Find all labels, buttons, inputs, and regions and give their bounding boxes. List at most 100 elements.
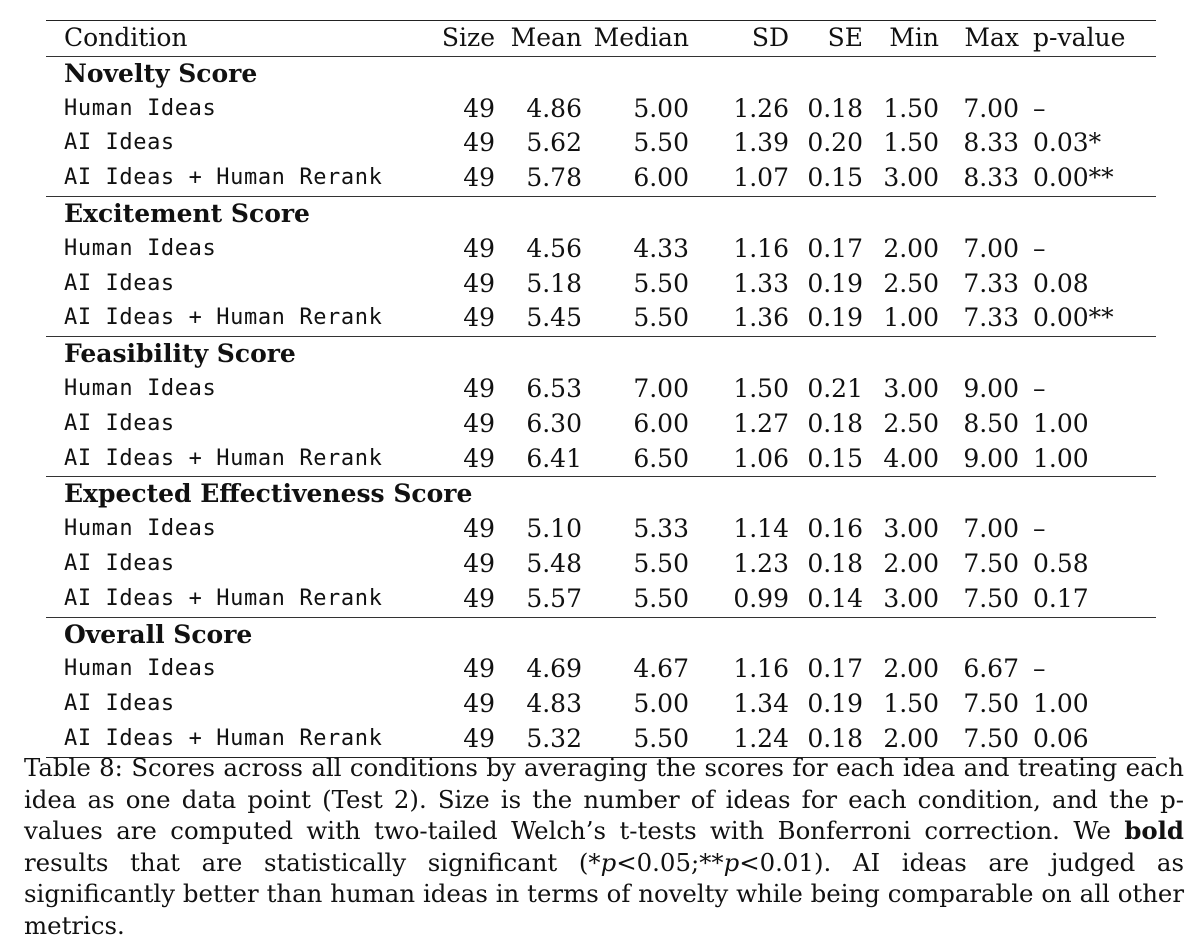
cell-se: 0.16 [807, 514, 863, 544]
section-title-row: Novelty Score [46, 56, 1156, 91]
table-row: Human Ideas 49 4.56 4.33 1.16 0.17 2.00 7.00– [46, 232, 1156, 267]
section-title-row: Feasibility Score [46, 336, 1156, 372]
cell-mean: 4.83 [526, 689, 582, 719]
cell-p-value: – [1033, 373, 1046, 403]
cell-max: 7.50 [963, 583, 1019, 613]
cell-condition: Human Ideas [64, 656, 217, 682]
cell-p-value: – [1033, 93, 1046, 123]
cell-min: 2.00 [883, 548, 939, 578]
cell-mean: 6.53 [526, 373, 582, 403]
caption-label: Table 8: [24, 753, 123, 782]
cell-max: 7.33 [963, 268, 1019, 298]
cell-min: 3.00 [883, 583, 939, 613]
cell-se: 0.17 [807, 233, 863, 263]
cell-p-value: – [1033, 514, 1046, 544]
cell-se: 0.19 [807, 689, 863, 719]
caption-sig1-var: p [600, 847, 617, 877]
cell-median: 6.00 [633, 163, 689, 193]
header-size: Size [441, 23, 495, 52]
cell-min: 1.50 [883, 128, 939, 158]
cell-mean: 5.18 [526, 268, 582, 298]
cell-sd: 1.16 [733, 654, 789, 684]
cell-se: 0.15 [807, 163, 863, 193]
cell-p-value: 0.06 [1033, 723, 1089, 753]
section-title: Excitement Score [64, 198, 310, 228]
table-row: Human Ideas 49 6.53 7.00 1.50 0.21 3.00 9.00– [46, 372, 1156, 407]
table-row: AI Ideas 49 4.83 5.00 1.34 0.19 1.50 7.50 1.00 [46, 687, 1156, 722]
cell-size: 49 [463, 408, 495, 438]
cell-median: 5.50 [633, 303, 689, 333]
table-row: AI Ideas 49 6.30 6.00 1.27 0.18 2.50 8.50 1.00 [46, 407, 1156, 442]
table-row: AI Ideas + Human Rerank 49 5.57 5.50 0.99 0.1… [46, 582, 1156, 617]
cell-sd: 1.14 [733, 514, 789, 544]
header-max: Max [964, 23, 1019, 52]
cell-min: 2.00 [883, 654, 939, 684]
cell-size: 49 [463, 93, 495, 123]
cell-p-value: 0.00** [1033, 303, 1114, 333]
cell-size: 49 [463, 443, 495, 473]
cell-sd: 0.99 [733, 583, 789, 613]
cell-min: 2.50 [883, 268, 939, 298]
cell-min: 2.00 [883, 233, 939, 263]
cell-median: 4.67 [633, 654, 689, 684]
cell-p-value: 1.00 [1033, 408, 1089, 438]
cell-size: 49 [463, 163, 495, 193]
caption-text-2: results that are statistically significa… [24, 847, 589, 877]
cell-median: 5.50 [633, 548, 689, 578]
cell-median: 5.50 [633, 583, 689, 613]
table-row: AI Ideas 49 5.62 5.50 1.39 0.20 1.50 8.33 0.03* [46, 126, 1156, 161]
header-p-value: p-value [1033, 23, 1126, 52]
table-row: AI Ideas + Human Rerank 49 5.32 5.50 1.24 0.1… [46, 722, 1156, 758]
header-median: Median [593, 23, 689, 52]
table-row: Human Ideas 49 5.10 5.33 1.14 0.16 3.00 7.00– [46, 512, 1156, 547]
cell-min: 1.00 [883, 303, 939, 333]
caption-text-3: AI ideas are judged as significantly bet… [24, 847, 1184, 940]
cell-condition: Human Ideas [64, 235, 217, 261]
cell-min: 1.50 [883, 689, 939, 719]
cell-condition: AI Ideas + Human Rerank [64, 585, 383, 611]
cell-min: 3.00 [883, 514, 939, 544]
cell-median: 6.50 [633, 443, 689, 473]
cell-condition: AI Ideas + Human Rerank [64, 165, 383, 191]
header-condition: Condition [64, 23, 188, 52]
cell-se: 0.21 [807, 373, 863, 403]
cell-max: 7.33 [963, 303, 1019, 333]
cell-se: 0.19 [807, 303, 863, 333]
table-row: Human Ideas 49 4.86 5.00 1.26 0.18 1.50 7.00– [46, 92, 1156, 127]
cell-sd: 1.23 [733, 548, 789, 578]
cell-mean: 5.62 [526, 128, 582, 158]
caption-bold-word: bold [1124, 816, 1184, 845]
cell-condition: AI Ideas [64, 550, 175, 576]
cell-condition: AI Ideas + Human Rerank [64, 305, 383, 331]
cell-size: 49 [463, 548, 495, 578]
cell-mean: 6.30 [526, 408, 582, 438]
cell-mean: 4.86 [526, 93, 582, 123]
cell-mean: 6.41 [526, 443, 582, 473]
cell-median: 4.33 [633, 233, 689, 263]
caption-sig2-var: p [723, 847, 740, 877]
cell-mean: 5.45 [526, 303, 582, 333]
cell-max: 8.33 [963, 163, 1019, 193]
cell-p-value: 0.08 [1033, 268, 1089, 298]
cell-p-value: 1.00 [1033, 689, 1089, 719]
cell-condition: AI Ideas + Human Rerank [64, 445, 383, 471]
cell-sd: 1.26 [733, 93, 789, 123]
table-body: Novelty Score Human Ideas 49 4.86 5.00 1.26 0.… [46, 56, 1156, 758]
cell-sd: 1.07 [733, 163, 789, 193]
cell-median: 5.33 [633, 514, 689, 544]
cell-min: 1.50 [883, 93, 939, 123]
caption-sig2-star: ** [699, 847, 724, 877]
cell-condition: AI Ideas [64, 130, 175, 156]
cell-p-value: – [1033, 233, 1046, 263]
cell-median: 5.50 [633, 268, 689, 298]
cell-p-value: – [1033, 654, 1046, 684]
cell-min: 3.00 [883, 163, 939, 193]
table-row: AI Ideas + Human Rerank 49 5.45 5.50 1.36 0.1… [46, 301, 1156, 336]
cell-sd: 1.39 [733, 128, 789, 158]
section-title: Feasibility Score [64, 339, 296, 369]
cell-size: 49 [463, 233, 495, 263]
cell-mean: 4.56 [526, 233, 582, 263]
cell-size: 49 [463, 514, 495, 544]
table-row: AI Ideas + Human Rerank 49 6.41 6.50 1.06 0.1… [46, 442, 1156, 477]
